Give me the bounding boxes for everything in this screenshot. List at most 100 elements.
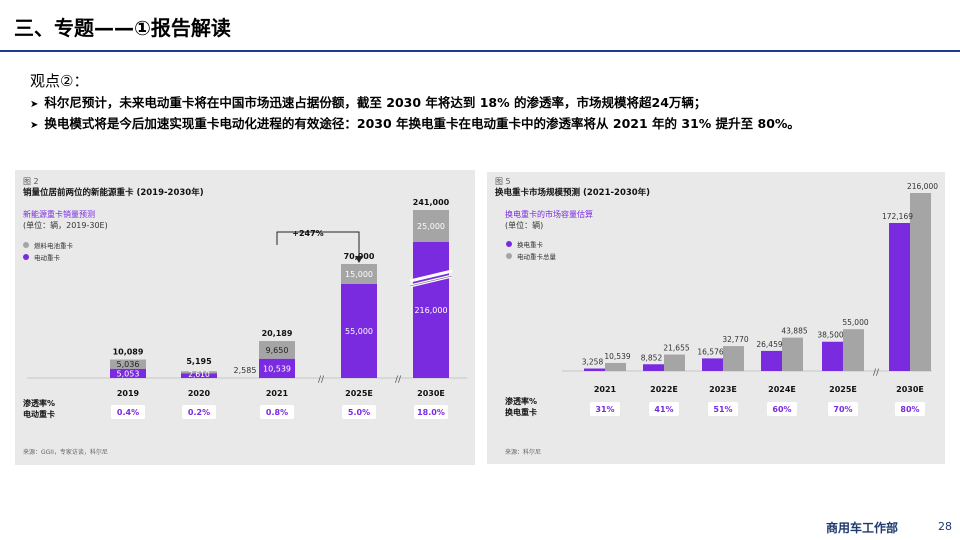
viewpoint-point-2: ➤ 换电模式将是今后加速实现重卡电动化进程的有效途径：2030 年换电重卡在电动重… xyxy=(30,113,800,132)
chart-unit: (单位：辆) xyxy=(505,220,543,230)
penetration-pill xyxy=(649,402,679,416)
bar-label-electric: 5,053 xyxy=(117,369,140,378)
penetration-value: 0.4% xyxy=(117,408,139,417)
bar-swap xyxy=(702,358,723,371)
axis-break-mark xyxy=(409,275,453,287)
axis-break-mark: // xyxy=(873,368,880,378)
page-title: 三、专题——①报告解读 xyxy=(14,16,231,40)
chart-source: 来源：科尔尼 xyxy=(505,448,541,456)
penetration-pill xyxy=(895,402,925,416)
category-label: 2020 xyxy=(188,389,211,398)
bar-total xyxy=(843,329,864,371)
chart-fig-label: 图 5 xyxy=(495,177,511,186)
bar-label-fuel-cell: 5,036 xyxy=(117,360,140,369)
bar-total-label: 10,089 xyxy=(113,348,144,357)
bar-label-total: 21,655 xyxy=(663,344,689,353)
viewpoint-point-1: ➤ 科尔尼预计，未来电动重卡将在中国市场迅速占据份额，截至 2030 年将达到 1… xyxy=(30,92,706,111)
bar-label-swap: 3,258 xyxy=(582,358,604,367)
penetration-value: 0.8% xyxy=(266,408,288,417)
penetration-pill xyxy=(182,405,216,419)
category-label: 2023E xyxy=(709,385,737,394)
footer-department: 商用车工作部 xyxy=(826,521,899,535)
title-divider xyxy=(0,50,960,52)
legend-label: 燃料电池重卡 xyxy=(34,241,74,250)
bar-fuel-cell xyxy=(110,359,146,369)
penetration-label: 渗透率% xyxy=(23,398,55,408)
bar-total xyxy=(723,346,744,371)
viewpoint-point-text: 科尔尼预计，未来电动重卡将在中国市场迅速占据份额，截至 2030 年将达到 18… xyxy=(44,95,707,110)
legend-swatch-electric xyxy=(23,254,29,260)
bar-label-swap: 38,500 xyxy=(817,331,843,340)
penetration-pill xyxy=(828,402,858,416)
chart-unit: (单位：辆，2019-30E) xyxy=(23,220,108,230)
penetration-pill xyxy=(342,405,376,419)
penetration-pill xyxy=(708,402,738,416)
bar-fuel-cell xyxy=(341,264,377,284)
legend-label: 换电重卡 xyxy=(517,240,544,249)
viewpoint-point-text: 换电模式将是今后加速实现重卡电动化进程的有效途径：2030 年换电重卡在电动重卡… xyxy=(44,116,800,131)
bar-label-total: 55,000 xyxy=(842,318,868,327)
bar-label-fuel-cell: 15,000 xyxy=(345,270,373,279)
bar-label-electric: 10,539 xyxy=(263,364,291,373)
category-label: 2021 xyxy=(594,385,617,394)
bar-label-total: 32,770 xyxy=(722,335,748,344)
penetration-value: 80% xyxy=(900,405,919,414)
bar-label-total: 10,539 xyxy=(604,352,630,361)
penetration-label: 换电重卡 xyxy=(505,407,537,417)
bar-label-total: 43,885 xyxy=(781,327,807,336)
growth-annotation: +247% xyxy=(292,229,323,238)
category-label: 2019 xyxy=(117,389,140,398)
bar-fuel-cell xyxy=(413,210,449,242)
bar-total-label: 5,195 xyxy=(186,357,212,366)
chart-title: 换电重卡市场规模预测 (2021-2030年) xyxy=(495,187,650,198)
bar-electric xyxy=(110,368,146,378)
chart-title: 销量位居前两位的新能源重卡 (2019-2030年) xyxy=(23,187,204,198)
arrow-bullet-icon: ➤ xyxy=(30,99,39,110)
bar-fuel-cell xyxy=(181,371,217,374)
penetration-label: 电动重卡 xyxy=(23,409,55,419)
bar-label-fuel-cell: 2,585 xyxy=(234,366,257,375)
penetration-value: 18.0% xyxy=(417,408,445,417)
penetration-pill xyxy=(414,405,448,419)
bar-swap xyxy=(889,223,910,371)
chart-fig-label: 图 2 xyxy=(23,177,39,186)
bar-label-swap: 16,576 xyxy=(697,347,723,356)
bar-electric xyxy=(341,284,377,378)
growth-bracket xyxy=(276,231,360,260)
category-label: 2022E xyxy=(650,385,678,394)
bar-label-total: 216,000 xyxy=(907,182,938,191)
bar-total xyxy=(605,362,626,371)
legend-swatch-total xyxy=(506,253,512,259)
penetration-pill xyxy=(111,405,145,419)
category-label: 2025E xyxy=(345,389,373,398)
bar-total xyxy=(664,354,685,371)
axis-break-mark: // xyxy=(318,375,325,385)
chart-source: 来源：GGII，专家访谈，科尔尼 xyxy=(23,448,108,456)
axis-break-mark xyxy=(409,269,453,283)
legend-swatch-fuel-cell xyxy=(23,242,29,248)
penetration-value: 60% xyxy=(772,405,791,414)
bar-electric xyxy=(181,373,217,378)
axis-break-mark: // xyxy=(395,375,402,385)
bar-total-label: 241,000 xyxy=(413,198,450,207)
chart-panel-swap: 图 5 换电重卡市场规模预测 (2021-2030年) 换电重卡的市场容量估算 (单位… xyxy=(487,172,945,464)
bar-label-swap: 8,852 xyxy=(641,353,663,362)
bar-label-swap: 172,169 xyxy=(882,212,913,221)
penetration-value: 0.2% xyxy=(188,408,210,417)
bar-total-label: 20,189 xyxy=(262,329,293,338)
bar-electric xyxy=(259,358,295,378)
legend-label: 电动重卡总量 xyxy=(517,252,557,261)
penetration-pill xyxy=(767,402,797,416)
viewpoint-label: 观点②： xyxy=(30,72,89,90)
penetration-value: 5.0% xyxy=(348,408,370,417)
bar-electric xyxy=(413,242,449,378)
chart-subtitle: 新能源重卡销量预测 xyxy=(23,209,95,219)
legend-label: 电动重卡 xyxy=(34,253,61,262)
category-label: 2030E xyxy=(896,385,924,394)
category-label: 2024E xyxy=(768,385,796,394)
penetration-value: 31% xyxy=(595,405,614,414)
bar-swap xyxy=(584,368,605,371)
bar-total xyxy=(782,337,803,371)
bar-total xyxy=(910,193,931,371)
